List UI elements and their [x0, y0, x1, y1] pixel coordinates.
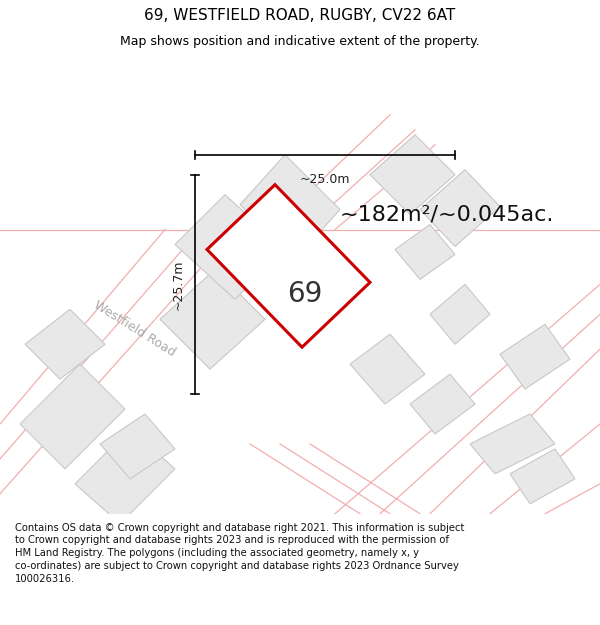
Polygon shape	[350, 334, 425, 404]
Polygon shape	[175, 194, 285, 299]
Text: 69: 69	[287, 281, 323, 308]
Polygon shape	[395, 224, 455, 279]
Polygon shape	[240, 155, 340, 259]
Polygon shape	[510, 449, 575, 504]
Polygon shape	[410, 374, 475, 434]
Polygon shape	[420, 169, 500, 246]
Polygon shape	[500, 324, 570, 389]
Text: ~25.0m: ~25.0m	[300, 173, 350, 186]
Polygon shape	[25, 309, 105, 379]
Polygon shape	[470, 414, 555, 474]
Polygon shape	[20, 364, 125, 469]
Polygon shape	[430, 284, 490, 344]
Text: ~25.7m: ~25.7m	[172, 259, 185, 309]
Text: Westfield Road: Westfield Road	[92, 299, 178, 359]
Polygon shape	[160, 269, 265, 369]
Text: ~182m²/~0.045ac.: ~182m²/~0.045ac.	[340, 204, 554, 224]
Text: Contains OS data © Crown copyright and database right 2021. This information is : Contains OS data © Crown copyright and d…	[15, 522, 464, 584]
Polygon shape	[370, 135, 455, 214]
Polygon shape	[207, 184, 370, 348]
Text: Map shows position and indicative extent of the property.: Map shows position and indicative extent…	[120, 35, 480, 48]
Text: 69, WESTFIELD ROAD, RUGBY, CV22 6AT: 69, WESTFIELD ROAD, RUGBY, CV22 6AT	[145, 8, 455, 23]
Polygon shape	[75, 429, 175, 524]
Polygon shape	[100, 414, 175, 479]
